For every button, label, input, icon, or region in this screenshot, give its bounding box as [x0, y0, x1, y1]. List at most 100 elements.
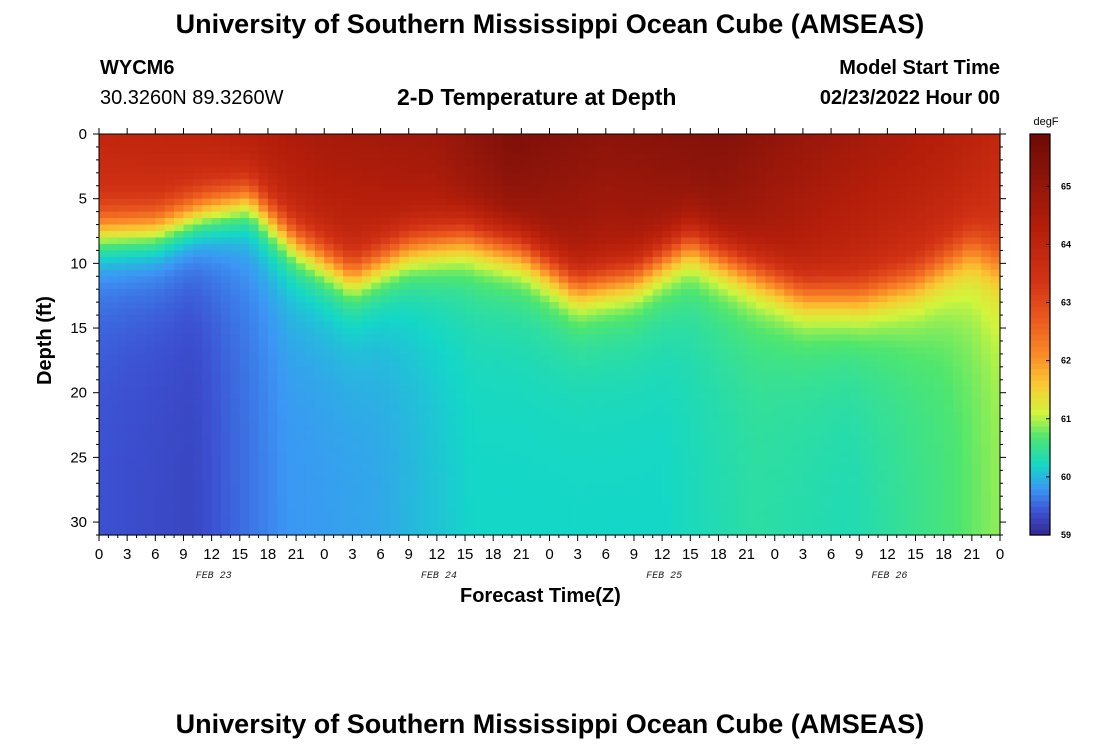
heatmap-cell	[474, 515, 485, 523]
heatmap-cell	[493, 444, 504, 452]
heatmap-cell	[286, 509, 297, 517]
heatmap-cell	[361, 496, 372, 504]
heatmap-cell	[793, 522, 804, 530]
heatmap-cell	[108, 224, 119, 232]
heatmap-cell	[596, 483, 607, 491]
heatmap-cell	[164, 418, 175, 426]
heatmap-cell	[643, 373, 654, 381]
heatmap-cell	[164, 224, 175, 232]
heatmap-cell	[568, 250, 579, 258]
heatmap-cell	[145, 231, 156, 239]
heatmap-cell	[465, 412, 476, 420]
heatmap-cell	[99, 263, 109, 271]
heatmap-cell	[784, 437, 795, 446]
heatmap-cell	[774, 502, 785, 510]
heatmap-cell	[774, 134, 785, 142]
heatmap-cell	[699, 282, 710, 290]
heatmap-cell	[643, 360, 654, 368]
heatmap-cell	[568, 140, 579, 148]
heatmap-cell	[145, 295, 156, 303]
heatmap-cell	[699, 308, 710, 316]
heatmap-cell	[530, 243, 541, 252]
heatmap-cell	[352, 224, 363, 232]
heatmap-cell	[511, 237, 522, 245]
heatmap-cell	[202, 308, 213, 316]
heatmap-cell	[277, 243, 288, 252]
heatmap-cell	[746, 185, 757, 193]
heatmap-cell	[277, 218, 288, 226]
heatmap-cell	[286, 237, 297, 245]
heatmap-cell	[221, 353, 231, 361]
heatmap-cell	[352, 269, 363, 277]
heatmap-cell	[174, 302, 185, 310]
heatmap-cell	[596, 366, 607, 374]
heatmap-cell	[652, 315, 663, 323]
heatmap-cell	[418, 399, 429, 407]
heatmap-cell	[605, 360, 616, 368]
heatmap-cell	[709, 470, 720, 478]
heatmap-cell	[483, 218, 494, 226]
heatmap-cell	[427, 379, 438, 387]
heatmap-cell	[831, 269, 842, 277]
heatmap-cell	[812, 321, 823, 329]
heatmap-cell	[737, 386, 748, 394]
heatmap-cell	[483, 334, 494, 342]
heatmap-cell	[277, 224, 288, 232]
heatmap-cell	[267, 315, 278, 323]
heatmap-cell	[662, 146, 673, 155]
heatmap-cell	[277, 437, 288, 446]
heatmap-cell	[812, 386, 823, 394]
heatmap-cell	[540, 444, 551, 452]
heatmap-cell	[755, 476, 766, 484]
heatmap-cell	[474, 153, 485, 161]
heatmap-cell	[352, 399, 363, 407]
heatmap-cell	[192, 172, 203, 180]
heatmap-cell	[230, 146, 241, 155]
heatmap-cell	[812, 360, 823, 368]
heatmap-cell	[361, 328, 372, 336]
heatmap-cell	[755, 166, 766, 174]
heatmap-cell	[230, 386, 241, 394]
heatmap-cell	[690, 321, 701, 329]
heatmap-cell	[324, 470, 335, 478]
heatmap-cell	[540, 457, 551, 465]
heatmap-cell	[615, 198, 626, 206]
heatmap-cell	[831, 250, 842, 258]
heatmap-cell	[465, 302, 476, 310]
heatmap-cell	[821, 340, 832, 349]
heatmap-cell	[136, 399, 147, 407]
heatmap-cell	[474, 237, 485, 245]
heatmap-cell	[746, 334, 757, 342]
heatmap-cell	[643, 502, 654, 510]
heatmap-cell	[239, 269, 250, 277]
heatmap-cell	[455, 522, 466, 530]
heatmap-cell	[145, 392, 156, 400]
heatmap-cell	[540, 276, 551, 284]
heatmap-cell	[174, 224, 185, 232]
heatmap-cell	[624, 425, 635, 433]
heatmap-cell	[249, 450, 260, 458]
heatmap-cell	[633, 444, 644, 452]
heatmap-cell	[455, 470, 466, 478]
heatmap-cell	[267, 282, 278, 290]
heatmap-cell	[286, 302, 297, 310]
heatmap-cell	[821, 237, 832, 245]
heatmap-cell	[117, 282, 128, 290]
heatmap-cell	[361, 192, 372, 200]
heatmap-cell	[633, 166, 644, 174]
heatmap-cell	[652, 276, 663, 284]
heatmap-cell	[267, 192, 278, 200]
heatmap-cell	[314, 392, 325, 400]
heatmap-cell	[530, 134, 541, 142]
heatmap-cell	[662, 515, 673, 523]
heatmap-cell	[183, 502, 194, 510]
heatmap-cell	[474, 399, 485, 407]
heatmap-cell	[699, 334, 710, 342]
heatmap-cell	[258, 321, 269, 329]
heatmap-cell	[446, 528, 457, 536]
heatmap-cell	[296, 231, 307, 239]
heatmap-cell	[596, 392, 607, 400]
heatmap-cell	[371, 302, 382, 310]
heatmap-cell	[483, 509, 494, 517]
heatmap-cell	[371, 308, 382, 316]
